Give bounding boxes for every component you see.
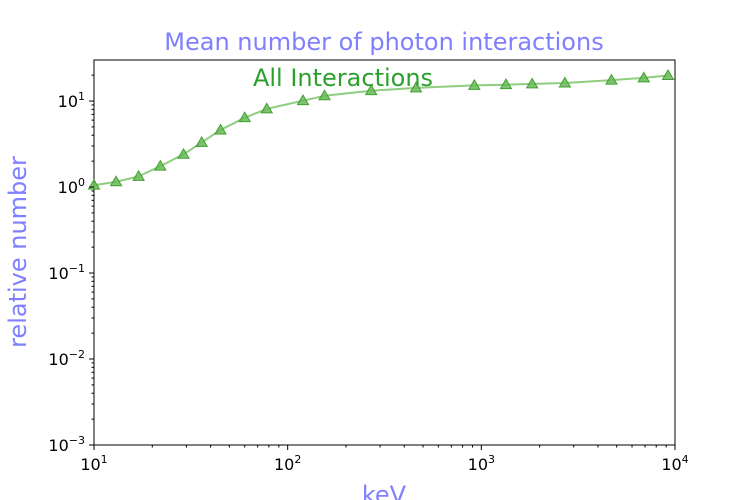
y-tick-label: 100 [58, 176, 85, 197]
y-tick-exponent: 1 [78, 90, 85, 103]
x-tick-exponent: 1 [101, 453, 108, 466]
series-layer [87, 69, 675, 190]
y-tick-base: 10 [58, 178, 78, 197]
data-point [558, 76, 572, 88]
data-point [177, 147, 190, 159]
y-tick-exponent: −2 [69, 348, 85, 361]
x-tick-label: 103 [468, 453, 495, 474]
data-point [364, 84, 378, 96]
x-tick-label: 104 [661, 453, 688, 474]
data-point [296, 94, 310, 106]
y-tick-exponent: −1 [69, 262, 85, 275]
y-axis-label: relative number [4, 156, 32, 348]
data-point [238, 111, 252, 123]
x-tick-exponent: 3 [488, 453, 495, 466]
x-tick-base: 10 [661, 455, 681, 474]
data-point [467, 78, 481, 90]
data-point [318, 89, 331, 101]
chart-title: Mean number of photon interactions [164, 28, 603, 56]
x-tick-label: 102 [274, 453, 301, 474]
annotation-all-interactions: All Interactions [253, 64, 433, 92]
y-tick-base: 10 [48, 350, 68, 369]
data-point [661, 69, 675, 80]
x-axis-label: keV [362, 481, 407, 500]
data-point [132, 169, 145, 181]
data-point [109, 175, 123, 187]
y-tick-label: 10−2 [48, 348, 85, 369]
y-tick-exponent: −3 [69, 434, 85, 447]
y-tick-label: 10−1 [48, 262, 85, 283]
y-tick-label: 10−3 [48, 434, 85, 455]
data-point [499, 78, 513, 90]
data-point [605, 73, 618, 85]
data-point [153, 159, 167, 171]
y-tick-base: 10 [58, 92, 78, 111]
data-point [409, 81, 423, 93]
plot-area-frame [93, 59, 676, 446]
y-tick-exponent: 0 [78, 176, 85, 189]
y-tick-label: 101 [58, 90, 85, 111]
series-line [93, 74, 669, 187]
data-point [525, 77, 539, 89]
x-tick-label: 101 [80, 453, 107, 474]
data-point [260, 102, 274, 114]
y-tick-base: 10 [48, 264, 68, 283]
x-tick-exponent: 4 [682, 453, 689, 466]
data-point [195, 135, 209, 147]
x-tick-base: 10 [80, 455, 100, 474]
data-point [214, 123, 227, 135]
y-tick-base: 10 [48, 436, 68, 455]
x-tick-base: 10 [468, 455, 488, 474]
data-point [637, 71, 651, 83]
x-tick-base: 10 [274, 455, 294, 474]
x-tick-exponent: 2 [294, 453, 301, 466]
